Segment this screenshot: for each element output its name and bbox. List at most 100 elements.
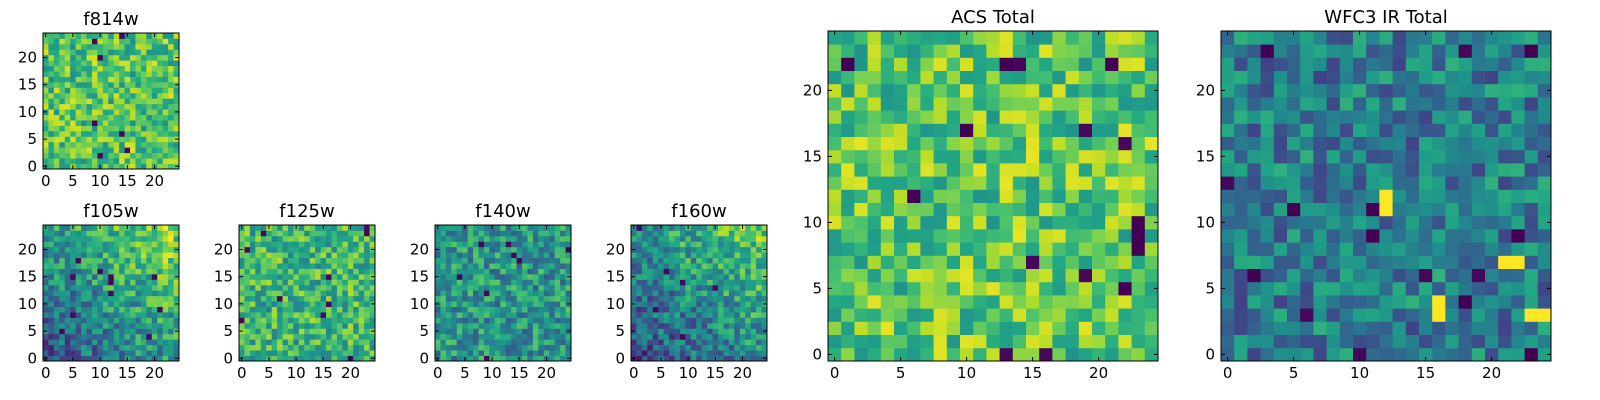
heatmap-cell [255,344,262,351]
heatmap-cell [266,301,273,307]
heatmap-cell [631,333,637,340]
heatmap-cell [140,54,147,61]
heatmap-cell [440,252,447,259]
heatmap-cell [1339,163,1354,177]
heatmap-cell [728,350,735,356]
heatmap-cell [532,246,539,253]
heatmap-cell [108,92,115,99]
heatmap-cell [151,43,158,50]
heatmap-cell [560,268,566,275]
heatmap-cell [1144,31,1159,45]
heatmap-cell [1313,110,1327,124]
heatmap-cell [162,54,169,61]
heatmap-cell [151,76,158,83]
heatmap-cell [663,344,670,351]
heatmap-cell [696,317,703,324]
heatmap-cell [500,290,507,297]
heatmap-cell [478,279,485,286]
heatmap-cell [445,344,452,351]
heatmap-cell [734,279,741,286]
heatmap-cell [244,317,251,324]
heatmap-cell [828,229,842,243]
heatmap-cell [48,279,55,286]
heatmap-cell [86,333,93,340]
heatmap-cell [140,230,147,237]
y-tick-label: 5 [812,279,822,297]
heatmap-cell [309,241,316,248]
heatmap-cell [663,284,670,291]
heatmap-cell [723,273,730,280]
heatmap-cell [64,125,71,132]
heatmap-cell [358,241,365,248]
heatmap-cell [494,241,501,248]
heatmap-cell [538,306,545,313]
heatmap-cell [151,263,158,269]
heatmap-cell [440,268,447,275]
heatmap-cell [244,344,251,351]
heatmap-cell [1445,308,1459,322]
heatmap-cell [841,255,855,269]
heatmap-cell [135,241,142,248]
heatmap-cell [663,312,670,318]
heatmap-cell [920,123,934,137]
heatmap-cell [679,301,686,307]
heatmap-cell [130,263,136,269]
heatmap-cell [1485,70,1499,85]
heatmap-cell [1471,202,1486,217]
heatmap-cell [260,328,267,335]
heatmap-cell [266,279,273,286]
heatmap-cell [1300,255,1314,269]
heatmap-cell [1131,308,1146,322]
heatmap-cell [239,235,245,242]
heatmap-cell [1458,281,1473,296]
heatmap-cell [739,328,746,335]
heatmap-cell [1432,347,1446,362]
heatmap-cell [64,241,71,248]
heatmap-cell [81,290,87,297]
heatmap-cell [1012,123,1027,137]
heatmap-cell [1221,229,1235,243]
heatmap-cell [960,97,974,111]
heatmap-cell [462,312,469,318]
heatmap-cell [358,246,365,253]
heatmap-cell [1313,334,1327,349]
heatmap-cell [1012,255,1027,269]
heatmap-cell [53,71,60,77]
heatmap-cell [999,163,1014,177]
heatmap-cell [162,130,169,137]
heatmap-cell [647,230,654,237]
heatmap-cell [745,328,752,335]
heatmap-cell [124,252,131,259]
heatmap-cell [690,333,697,340]
heatmap-cell [151,344,158,351]
heatmap-cell [1458,334,1473,349]
heatmap-cell [1092,281,1106,296]
heatmap-cell [364,312,370,318]
heatmap-cell [841,215,855,230]
heatmap-cell [522,301,528,307]
heatmap-cell [636,257,643,264]
heatmap-cell [494,344,501,351]
heatmap-cell [1092,268,1106,283]
heatmap-cell [1405,57,1420,71]
heatmap-cell [1498,163,1512,177]
heatmap-cell [1379,308,1393,322]
heatmap-cell [1092,136,1106,151]
heatmap-cell [1458,242,1473,256]
heatmap-cell [880,31,895,45]
heatmap-cell [353,230,360,237]
heatmap-cell [97,235,104,242]
heatmap-cell [658,268,665,275]
heatmap-cell [162,65,169,72]
heatmap-cell [1247,83,1261,98]
heatmap-cell [140,257,147,264]
heatmap-cell [1026,308,1040,322]
heatmap-cell [701,252,708,259]
heatmap-cell [946,347,961,362]
heatmap-cell [658,246,665,253]
heatmap-cell [81,130,87,137]
heatmap-cell [516,333,523,340]
heatmap-cell [102,252,109,259]
heatmap-cell [108,103,115,110]
heatmap-cell [157,322,164,329]
